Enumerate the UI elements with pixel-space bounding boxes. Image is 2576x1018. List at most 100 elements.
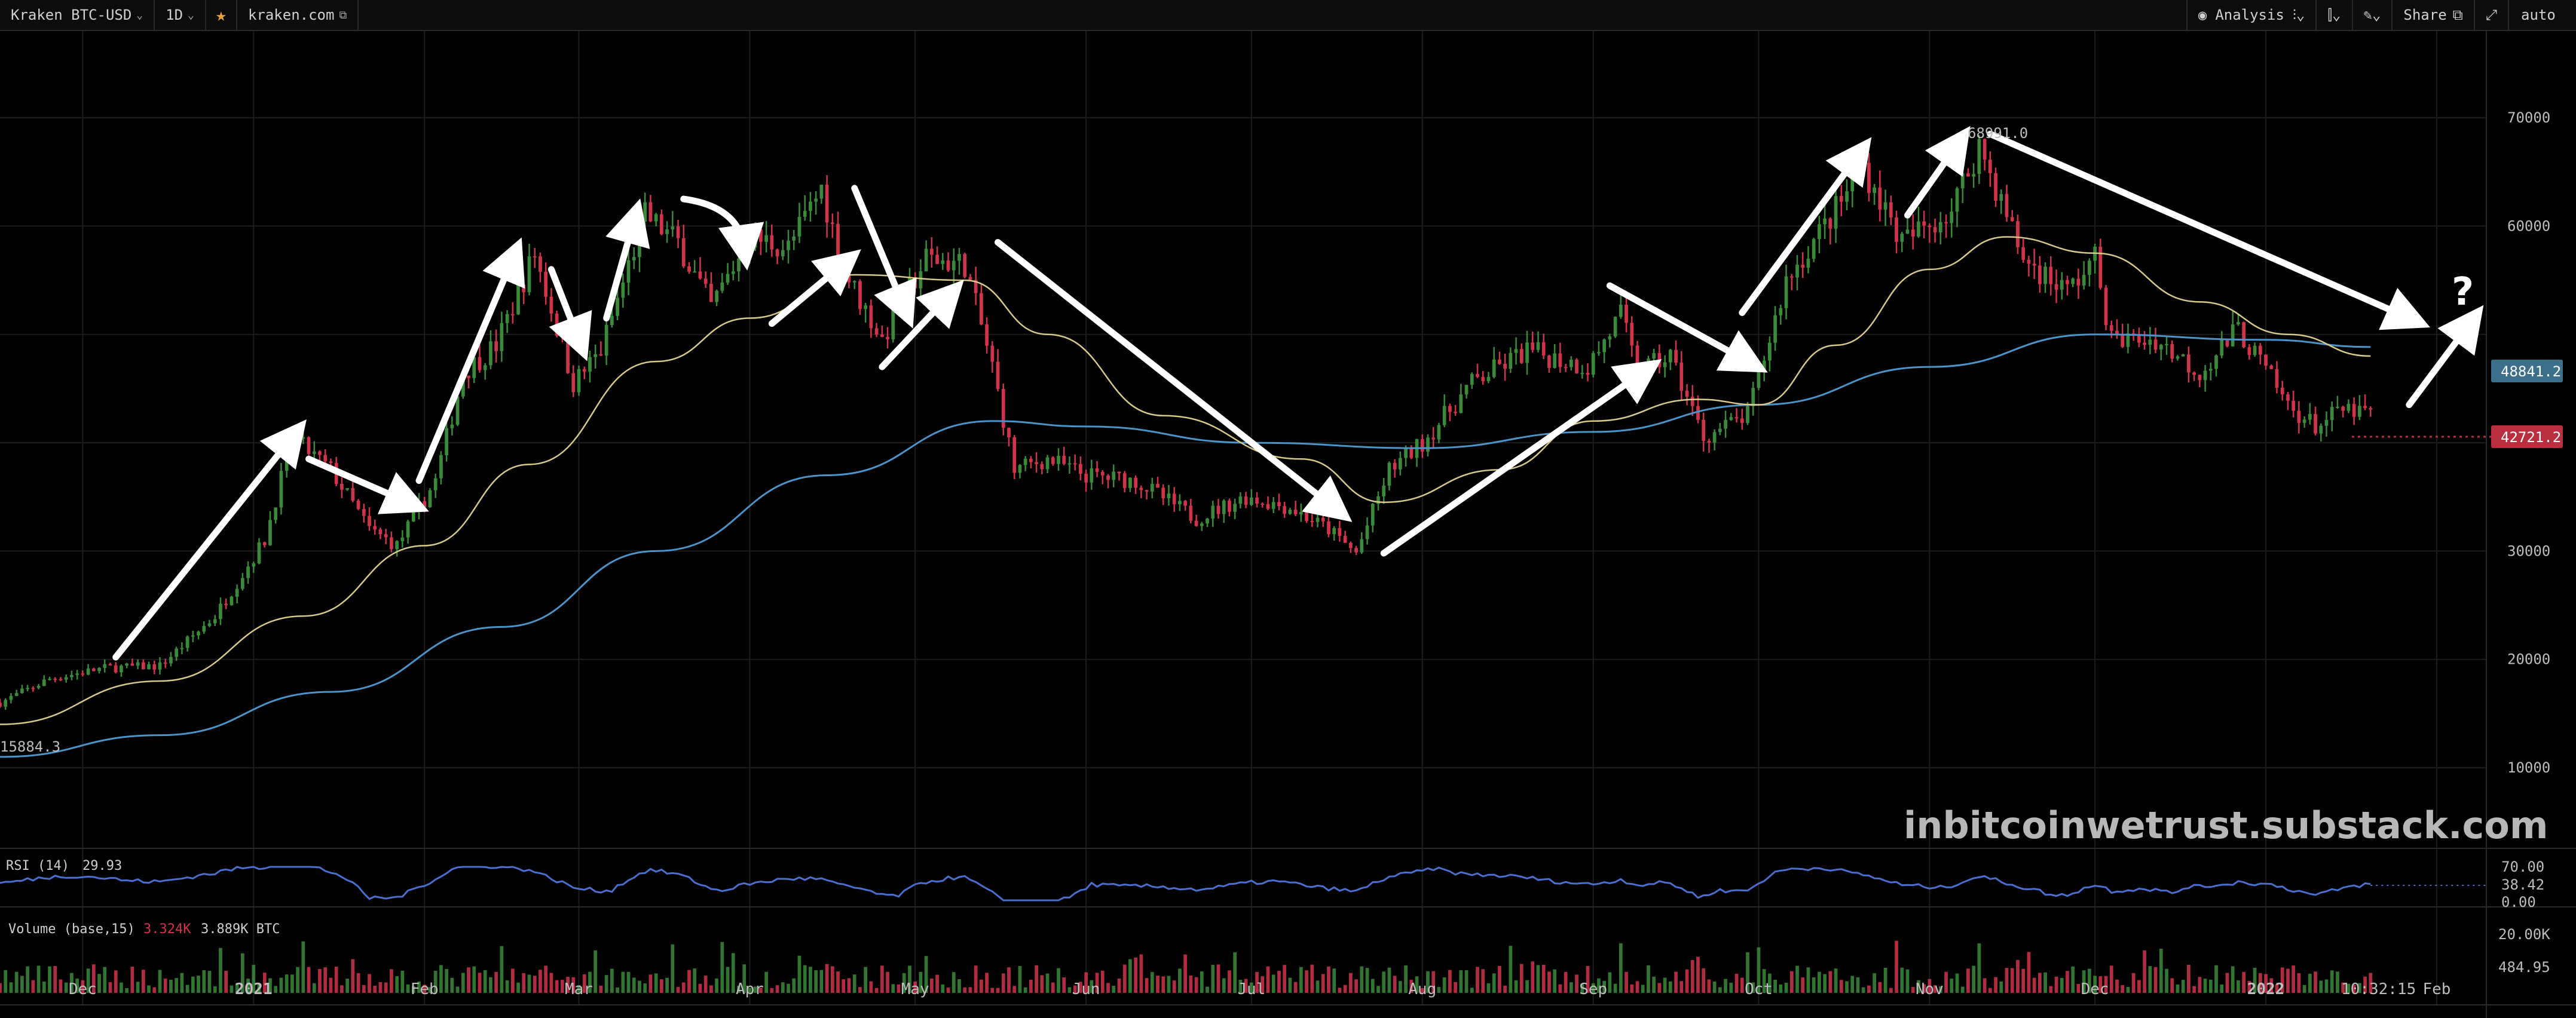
- volume-bar: [996, 988, 1000, 993]
- candle-body: [36, 686, 41, 688]
- time-axis[interactable]: Dec 2021 Feb Mar Apr May Jun Jul Aug Sep Oct Nov Dec…: [69, 980, 2451, 998]
- interval-selector[interactable]: 1D ⌄: [155, 0, 206, 30]
- candle-body: [213, 619, 217, 624]
- candle-body: [847, 271, 851, 283]
- auto-label: auto: [2521, 7, 2556, 23]
- volume-bar: [1580, 983, 1584, 993]
- candle-body: [886, 336, 889, 339]
- share-button[interactable]: Share ⧉: [2391, 0, 2473, 30]
- volume-bar: [2181, 980, 2185, 993]
- candle-body: [985, 324, 989, 346]
- candle-body: [2192, 372, 2196, 375]
- candle-body: [720, 282, 724, 291]
- volume-bar: [1657, 983, 1662, 993]
- chart-type-menu[interactable]: ⫿⌄: [2315, 0, 2351, 30]
- candle-body: [924, 249, 928, 272]
- candle-body: [990, 345, 995, 362]
- volume-bar: [560, 980, 564, 993]
- volume-bar: [1795, 965, 1799, 993]
- volume-bar: [1321, 974, 1325, 993]
- candle-body: [753, 229, 757, 248]
- external-link-icon: ⧉: [2452, 7, 2463, 23]
- candle-body: [1349, 542, 1353, 548]
- candle-body: [1122, 473, 1127, 488]
- candle-body: [2181, 354, 2185, 357]
- candle-body: [1900, 234, 1904, 242]
- candle-body: [1812, 239, 1816, 259]
- volume-bar: [2297, 973, 2301, 993]
- candle-body: [1503, 363, 1507, 369]
- candle-body: [1051, 457, 1055, 464]
- candle-body: [1591, 353, 1595, 375]
- candle-body: [26, 688, 29, 689]
- drawing-tools-menu[interactable]: ✎⌄: [2351, 0, 2392, 30]
- volume-bar: [114, 970, 118, 993]
- candle-body: [1365, 525, 1369, 539]
- volume-bar: [1018, 965, 1022, 993]
- candle-body: [1486, 376, 1491, 381]
- symbol-selector[interactable]: Kraken BTC-USD ⌄: [0, 0, 155, 30]
- candle-body: [2176, 356, 2180, 359]
- candle-body: [252, 563, 256, 567]
- analysis-menu[interactable]: ◉ Analysis ⫶⌄: [2186, 0, 2316, 30]
- candle-body: [141, 662, 145, 670]
- source-link[interactable]: kraken.com ⧉: [237, 0, 359, 30]
- volume-bar: [1420, 988, 1424, 993]
- auto-scale-button[interactable]: auto: [2508, 0, 2576, 30]
- candle-body: [775, 249, 779, 257]
- volume-bar: [1178, 968, 1182, 993]
- volume-bar: [1134, 957, 1137, 993]
- candle-body: [1106, 475, 1110, 480]
- volume-bar: [1834, 968, 1838, 993]
- volume-bar: [279, 977, 283, 993]
- volume-bar: [1200, 971, 1204, 993]
- volume-bar: [1255, 971, 1259, 993]
- candle-body: [643, 202, 647, 222]
- volume-bar: [1757, 947, 1761, 993]
- volume-bar: [742, 964, 747, 993]
- volume-bar: [373, 985, 377, 993]
- fullscreen-button[interactable]: ⤢: [2473, 0, 2508, 30]
- favorite-star-icon[interactable]: ★: [206, 0, 237, 30]
- candle-body: [1382, 485, 1386, 496]
- price-chart[interactable]: 100002000030000400006000070000 Dec2021Fe…: [0, 31, 2576, 1018]
- volume-bar: [2076, 984, 2081, 993]
- candle-body: [1150, 484, 1154, 492]
- volume-bar: [1117, 978, 1121, 993]
- volume-bar: [1315, 980, 1320, 993]
- volume-bar: [687, 970, 691, 993]
- candle-body: [505, 314, 509, 323]
- volume-bar: [1161, 976, 1165, 993]
- volume-bar: [1305, 970, 1308, 993]
- candle-body: [864, 305, 868, 309]
- candle-body: [207, 623, 212, 626]
- volume-bar: [1448, 970, 1452, 993]
- volume-bar: [428, 987, 432, 993]
- candle-body: [70, 674, 74, 677]
- volume-bar: [2192, 986, 2196, 993]
- candle-body: [356, 500, 360, 510]
- candle-body: [974, 280, 978, 293]
- volume-bar: [1850, 976, 1855, 993]
- candle-body: [1112, 471, 1116, 480]
- candle-body: [2088, 260, 2091, 275]
- volume-bar: [2104, 976, 2108, 993]
- candle-body: [1145, 490, 1149, 492]
- candle-body: [152, 664, 157, 670]
- volume-bar: [1409, 980, 1414, 993]
- volume-bars: [0, 940, 2373, 993]
- volume-bar: [891, 984, 895, 993]
- volume-bar: [450, 977, 454, 993]
- volume-bar: [1712, 982, 1717, 993]
- candle-body: [1950, 211, 1954, 223]
- volume-bar: [1724, 979, 1727, 993]
- candle-body: [1828, 218, 1832, 229]
- volume-bar: [874, 988, 879, 993]
- time-axis-label: Dec: [2081, 980, 2109, 998]
- candle-body: [97, 667, 101, 671]
- price-axis-label: 30000: [2507, 542, 2550, 559]
- volume-bar: [2005, 968, 2009, 993]
- candle-body: [428, 490, 432, 507]
- volume-bar: [368, 974, 371, 993]
- ma-price-tag-text: 48841.2: [2501, 363, 2561, 380]
